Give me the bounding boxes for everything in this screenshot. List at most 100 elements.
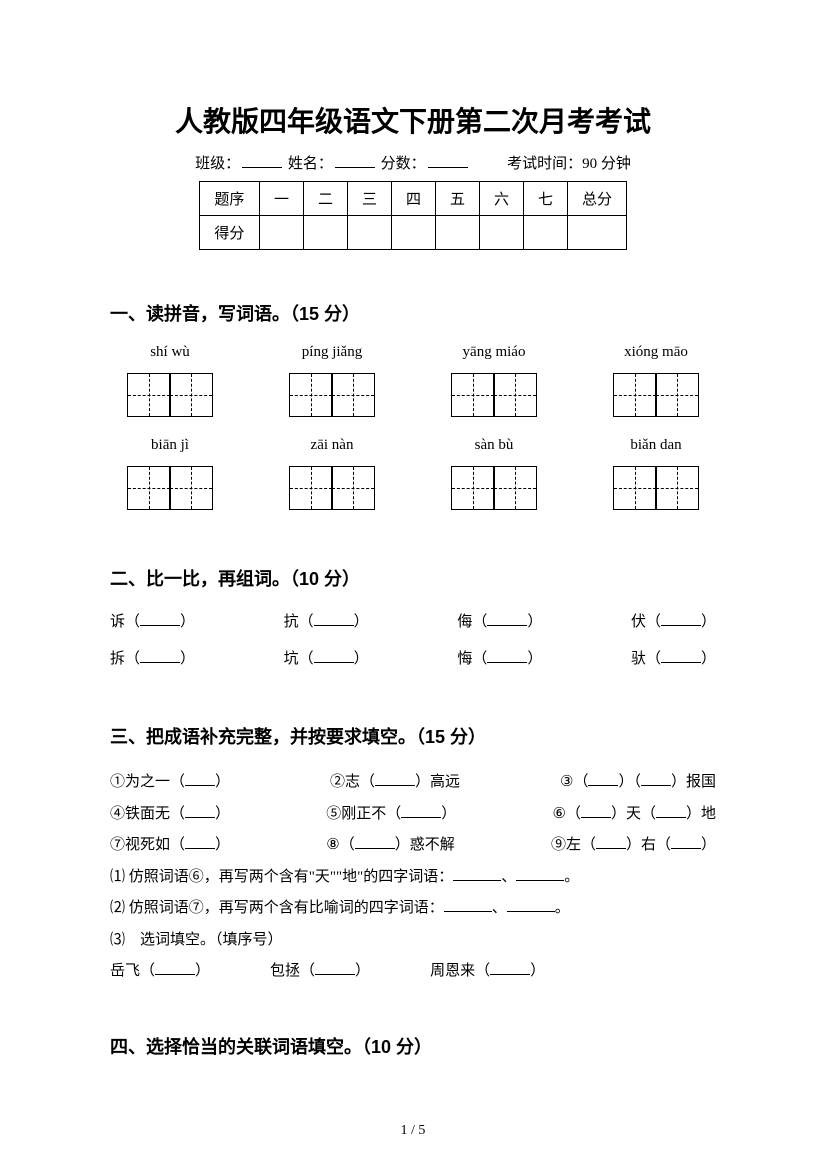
char-input-box[interactable]	[331, 466, 375, 510]
char-input-box[interactable]	[331, 373, 375, 417]
idiom-line: ④铁面无（） ⑤刚正不（） ⑥（）天（）地	[110, 799, 716, 831]
time-label: 考试时间：90 分钟	[507, 156, 631, 172]
compare-char: 伏（	[631, 614, 661, 630]
char-input-box[interactable]	[451, 466, 495, 510]
name-blank[interactable]	[335, 167, 375, 168]
char-input-box[interactable]	[127, 373, 171, 417]
fill-blank[interactable]	[596, 834, 626, 849]
idiom-text: ）	[215, 774, 230, 790]
fill-blank[interactable]	[185, 803, 215, 818]
comma: 、	[501, 869, 516, 885]
table-row-label: 得分	[199, 216, 259, 250]
close-paren: ）	[530, 963, 545, 979]
name-fill-line: 岳飞（） 包拯（） 周恩来（）	[110, 956, 716, 988]
char-input-box[interactable]	[169, 466, 213, 510]
class-label: 班级：	[195, 156, 240, 172]
pinyin-text: biān jì	[110, 437, 230, 454]
score-cell[interactable]	[568, 216, 627, 250]
fill-blank[interactable]	[581, 803, 611, 818]
fill-blank[interactable]	[314, 611, 354, 626]
idiom-text: ）地	[686, 806, 716, 822]
table-col: 四	[391, 182, 435, 216]
pinyin-text: píng jiǎng	[272, 344, 392, 361]
info-line: 班级： 姓名： 分数： 考试时间：90 分钟	[110, 152, 716, 173]
char-input-box[interactable]	[655, 466, 699, 510]
close-paren: ）	[701, 651, 716, 667]
fill-blank[interactable]	[516, 866, 564, 881]
char-input-box[interactable]	[655, 373, 699, 417]
score-cell[interactable]	[259, 216, 303, 250]
char-input-box[interactable]	[169, 373, 213, 417]
char-input-box[interactable]	[289, 466, 333, 510]
fill-blank[interactable]	[140, 611, 180, 626]
sub-text: 选词填空。（填序号）	[140, 932, 283, 948]
idiom-text: ②志（	[330, 774, 375, 790]
score-cell[interactable]	[524, 216, 568, 250]
idiom-line: ⑦视死如（） ⑧（）惑不解 ⑨左（）右（）	[110, 830, 716, 862]
idiom-text: ）	[215, 837, 230, 853]
section-3: 三、把成语补充完整，并按要求填空。（15 分） ①为之一（） ②志（）高远 ③（…	[110, 723, 716, 988]
fill-blank[interactable]	[375, 771, 415, 786]
table-col: 一	[259, 182, 303, 216]
compare-row: 拆（） 坑（） 悔（） 驮（）	[110, 646, 716, 673]
sub-label: ⑶	[110, 932, 125, 948]
idiom-text: ）	[441, 806, 456, 822]
close-paren: ）	[354, 614, 369, 630]
fill-blank[interactable]	[401, 803, 441, 818]
score-cell[interactable]	[347, 216, 391, 250]
idiom-text: ⑧（	[326, 837, 354, 853]
fill-blank[interactable]	[507, 897, 555, 912]
idiom-text: ）	[215, 806, 230, 822]
score-cell[interactable]	[436, 216, 480, 250]
fill-blank[interactable]	[641, 771, 671, 786]
idiom-text: ⑥（	[553, 806, 581, 822]
char-input-box[interactable]	[451, 373, 495, 417]
close-paren: ）	[355, 963, 370, 979]
fill-blank[interactable]	[661, 611, 701, 626]
pinyin-row-1: shí wù píng jiǎng yāng miáo xióng māo	[110, 344, 716, 367]
sub-question-1: ⑴ 仿照词语⑥，再写两个含有"天""地"的四字词语：、。	[110, 862, 716, 894]
char-input-box[interactable]	[613, 373, 657, 417]
char-input-box[interactable]	[289, 373, 333, 417]
char-input-box[interactable]	[493, 373, 537, 417]
idiom-text: ）右（	[626, 837, 671, 853]
idiom-text: ）（	[618, 774, 641, 790]
compare-char: 拆（	[110, 651, 140, 667]
fill-blank[interactable]	[444, 897, 492, 912]
section-1: 一、读拼音，写词语。（15 分） shí wù píng jiǎng yāng …	[110, 300, 716, 510]
name-text: 周恩来（	[430, 963, 490, 979]
compare-char: 悔（	[457, 651, 487, 667]
idiom-text: ⑤刚正不（	[326, 806, 401, 822]
score-cell[interactable]	[303, 216, 347, 250]
fill-blank[interactable]	[155, 960, 195, 975]
fill-blank[interactable]	[355, 834, 395, 849]
fill-blank[interactable]	[453, 866, 501, 881]
idiom-text: ①为之一（	[110, 774, 185, 790]
idiom-text: ）惑不解	[395, 837, 455, 853]
section-1-heading: 一、读拼音，写词语。（15 分）	[110, 300, 716, 326]
fill-blank[interactable]	[671, 834, 701, 849]
char-box-row-1	[110, 373, 716, 417]
char-input-box[interactable]	[613, 466, 657, 510]
fill-blank[interactable]	[140, 648, 180, 663]
fill-blank[interactable]	[314, 648, 354, 663]
score-cell[interactable]	[391, 216, 435, 250]
fill-blank[interactable]	[315, 960, 355, 975]
fill-blank[interactable]	[487, 648, 527, 663]
char-input-box[interactable]	[493, 466, 537, 510]
fill-blank[interactable]	[656, 803, 686, 818]
fill-blank[interactable]	[490, 960, 530, 975]
score-cell[interactable]	[480, 216, 524, 250]
fill-blank[interactable]	[185, 834, 215, 849]
period: 。	[564, 869, 579, 885]
char-input-box[interactable]	[127, 466, 171, 510]
fill-blank[interactable]	[487, 611, 527, 626]
close-paren: ）	[354, 651, 369, 667]
fill-blank[interactable]	[588, 771, 618, 786]
class-blank[interactable]	[242, 167, 282, 168]
fill-blank[interactable]	[185, 771, 215, 786]
pinyin-text: shí wù	[110, 344, 230, 361]
score-blank[interactable]	[428, 167, 468, 168]
fill-blank[interactable]	[661, 648, 701, 663]
comma: 、	[492, 900, 507, 916]
